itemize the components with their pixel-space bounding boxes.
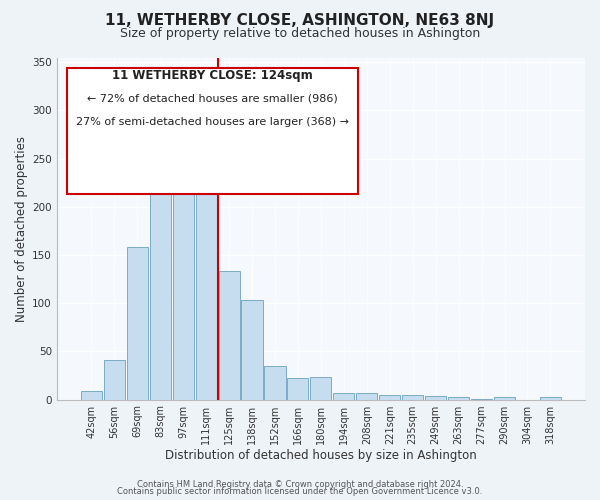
Bar bbox=[471, 398, 492, 400]
Bar bbox=[241, 300, 263, 400]
Bar bbox=[218, 272, 239, 400]
Bar bbox=[196, 151, 217, 400]
Bar bbox=[494, 396, 515, 400]
Text: ← 72% of detached houses are smaller (986): ← 72% of detached houses are smaller (98… bbox=[87, 94, 338, 104]
Bar bbox=[81, 391, 102, 400]
FancyBboxPatch shape bbox=[67, 68, 358, 194]
Bar bbox=[310, 378, 331, 400]
Text: 27% of semi-detached houses are larger (368) →: 27% of semi-detached houses are larger (… bbox=[76, 118, 349, 128]
Text: 11, WETHERBY CLOSE, ASHINGTON, NE63 8NJ: 11, WETHERBY CLOSE, ASHINGTON, NE63 8NJ bbox=[106, 12, 494, 28]
Bar bbox=[425, 396, 446, 400]
Text: Contains public sector information licensed under the Open Government Licence v3: Contains public sector information licen… bbox=[118, 487, 482, 496]
Bar bbox=[287, 378, 308, 400]
Bar bbox=[127, 248, 148, 400]
Bar bbox=[173, 127, 194, 400]
Text: Contains HM Land Registry data © Crown copyright and database right 2024.: Contains HM Land Registry data © Crown c… bbox=[137, 480, 463, 489]
Bar bbox=[265, 366, 286, 400]
Text: Size of property relative to detached houses in Ashington: Size of property relative to detached ho… bbox=[120, 28, 480, 40]
Bar bbox=[402, 395, 423, 400]
Text: 11 WETHERBY CLOSE: 124sqm: 11 WETHERBY CLOSE: 124sqm bbox=[112, 70, 313, 82]
Bar bbox=[356, 393, 377, 400]
Bar bbox=[104, 360, 125, 400]
Bar bbox=[333, 393, 355, 400]
X-axis label: Distribution of detached houses by size in Ashington: Distribution of detached houses by size … bbox=[165, 450, 477, 462]
Bar bbox=[448, 396, 469, 400]
Bar bbox=[149, 130, 171, 400]
Y-axis label: Number of detached properties: Number of detached properties bbox=[15, 136, 28, 322]
Bar bbox=[379, 395, 400, 400]
Bar bbox=[540, 396, 561, 400]
